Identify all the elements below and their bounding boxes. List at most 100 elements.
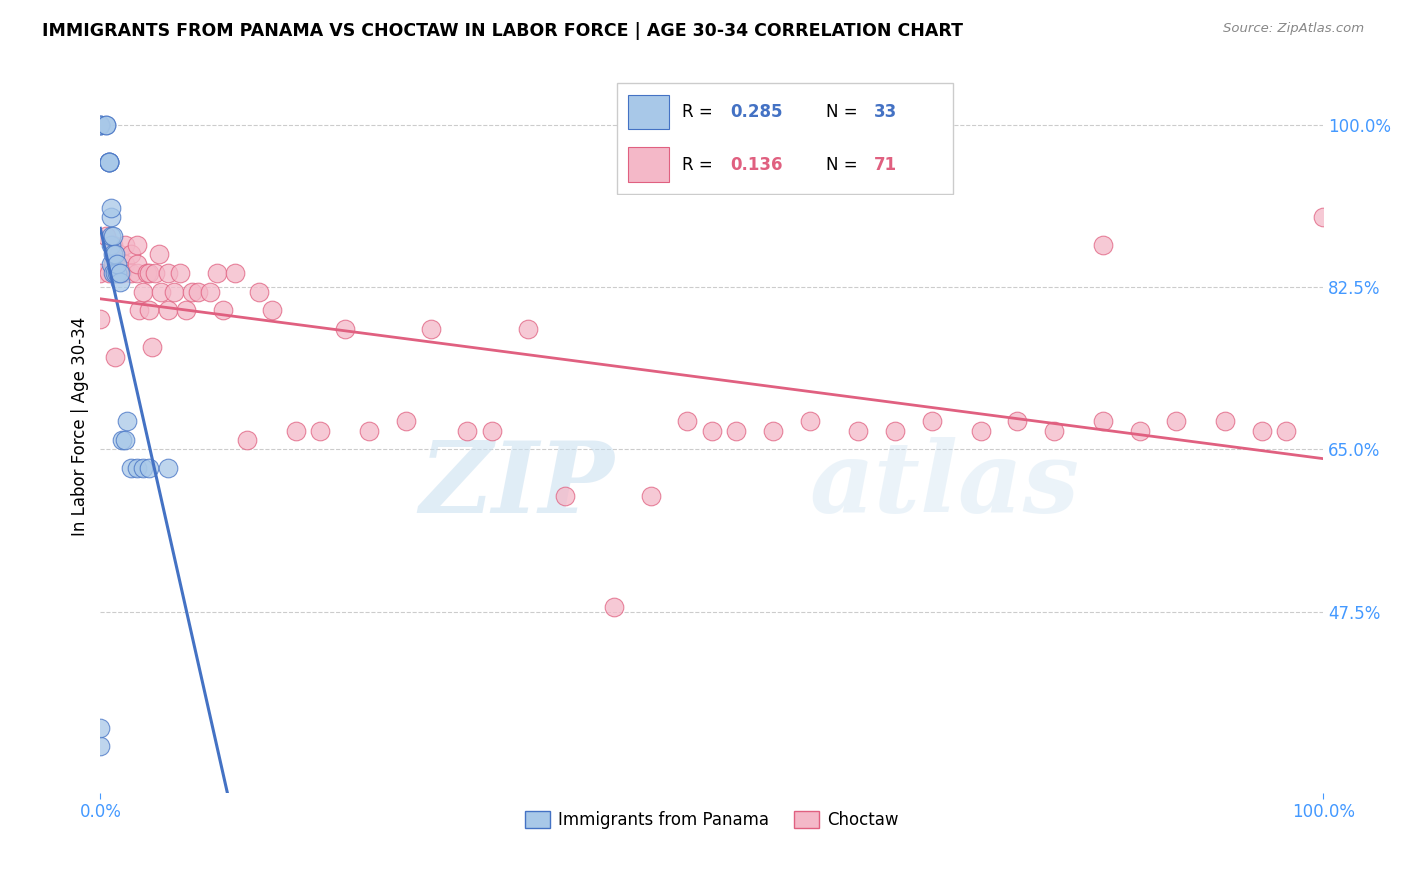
Point [89,118,111,132]
Point [236,433,259,447]
Point [603,600,626,615]
Point [97,154,120,169]
Point [132,461,155,475]
Point [285,424,308,438]
Point [107,257,129,271]
Point [100,228,122,243]
Point [117,415,139,429]
Point [848,424,870,438]
Point [921,415,943,429]
Y-axis label: In Labor Force | Age 30-34: In Labor Force | Age 30-34 [72,317,89,536]
Point [96,228,118,243]
Point [101,247,124,261]
Point [1007,415,1029,429]
Point [89,721,111,735]
Point [97,266,120,280]
Text: IMMIGRANTS FROM PANAMA VS CHOCTAW IN LABOR FORCE | AGE 30-34 CORRELATION CHART: IMMIGRANTS FROM PANAMA VS CHOCTAW IN LAB… [42,22,963,40]
Point [1092,415,1115,429]
Point [107,266,129,280]
Point [114,433,136,447]
Text: ZIP: ZIP [419,436,614,533]
Point [309,424,332,438]
Point [107,266,129,280]
Point [1129,424,1152,438]
Point [1213,415,1236,429]
Point [111,266,134,280]
Point [100,201,122,215]
Point [89,312,111,326]
Point [107,247,129,261]
Point [104,350,127,364]
Point [156,266,179,280]
Point [1312,211,1334,225]
Point [260,303,283,318]
Point [108,275,131,289]
Point [132,285,155,299]
Point [456,424,478,438]
Point [700,424,723,438]
Point [884,424,907,438]
Point [145,266,167,280]
Point [138,303,160,318]
Point [200,285,222,299]
Point [211,303,233,318]
Point [100,238,122,252]
Point [125,238,148,252]
Point [101,238,124,252]
Point [120,266,142,280]
Point [141,340,163,354]
Point [150,285,173,299]
Point [120,461,142,475]
Point [156,303,179,318]
Point [181,285,204,299]
Point [1043,424,1066,438]
Point [125,257,148,271]
Point [100,257,122,271]
Point [135,266,157,280]
Point [481,424,503,438]
Point [1275,424,1298,438]
Point [138,461,160,475]
Point [640,489,662,503]
Point [799,415,821,429]
Point [205,266,228,280]
Point [128,303,150,318]
Point [169,266,191,280]
Legend: Immigrants from Panama, Choctaw: Immigrants from Panama, Choctaw [517,804,905,836]
Point [148,247,170,261]
Point [89,118,111,132]
Point [125,461,148,475]
Point [359,424,381,438]
Point [163,285,186,299]
Text: atlas: atlas [810,436,1080,533]
Point [104,266,127,280]
Point [419,321,441,335]
Point [114,257,136,271]
Point [1166,415,1188,429]
Point [517,321,540,335]
Point [111,433,134,447]
Point [762,424,785,438]
Point [108,266,131,280]
Point [89,118,111,132]
Point [89,266,111,280]
Point [1092,238,1115,252]
Point [247,285,270,299]
Point [96,118,118,132]
Point [554,489,576,503]
Point [395,415,418,429]
Point [1251,424,1274,438]
Text: Source: ZipAtlas.com: Source: ZipAtlas.com [1223,22,1364,36]
Point [333,321,356,335]
Point [89,739,111,754]
Point [125,266,148,280]
Point [120,247,142,261]
Point [970,424,993,438]
Point [224,266,246,280]
Point [114,238,136,252]
Point [97,154,120,169]
Point [101,257,124,271]
Point [100,211,122,225]
Point [101,228,124,243]
Point [187,285,209,299]
